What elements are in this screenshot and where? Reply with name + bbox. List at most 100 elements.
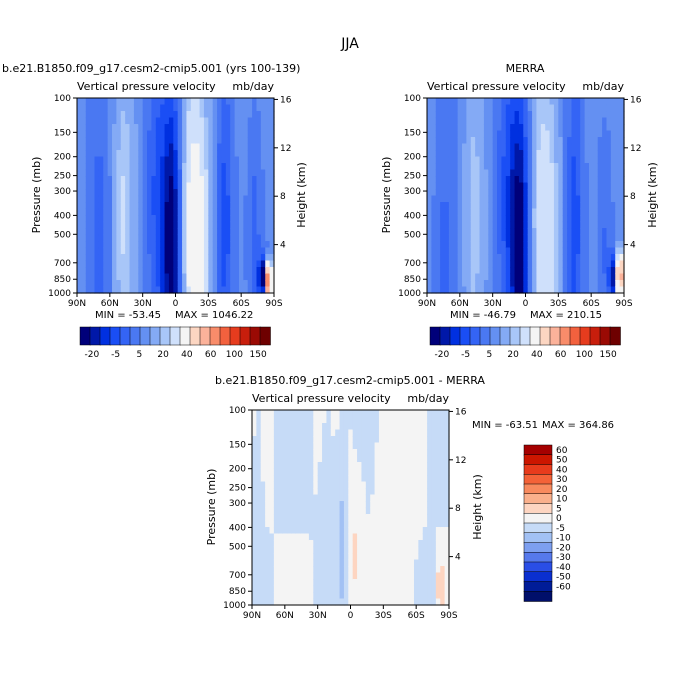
heatmap-cell (98, 280, 104, 288)
heatmap-cell (510, 215, 516, 223)
heatmap-cell (168, 150, 174, 158)
heatmap-cell (435, 546, 441, 554)
heatmap-cell (492, 241, 498, 249)
heatmap-cell (558, 195, 564, 203)
heatmap-cell (147, 111, 153, 119)
heatmap-cell (352, 455, 358, 463)
heatmap-cell (291, 475, 297, 483)
heatmap-cell (304, 598, 310, 606)
heatmap-cell (453, 273, 459, 281)
heatmap-cell (501, 176, 507, 184)
heatmap-cell (488, 273, 494, 281)
heatmap-cell (304, 494, 310, 502)
heatmap-cell (571, 111, 577, 119)
panel-diff-units: mb/day (407, 392, 449, 405)
heatmap-cell (195, 163, 201, 171)
heatmap-cell (466, 260, 472, 268)
heatmap-cell (427, 176, 432, 184)
heatmap-cell (523, 195, 529, 203)
heatmap-cell (260, 130, 266, 138)
heatmap-cell (593, 247, 599, 255)
heatmap-cell (588, 247, 594, 255)
heatmap-cell (549, 98, 555, 106)
heatmap-cell (475, 143, 481, 151)
panel-merra-colorbar: -20 -5 5 20 40 60 100 150 (429, 326, 621, 360)
heatmap-cell (77, 143, 82, 151)
heatmap-cell (532, 228, 538, 236)
lat-tick-label: 0 (523, 299, 529, 309)
heatmap-cell (265, 475, 271, 483)
heatmap-cell (195, 195, 201, 203)
heatmap-cell (457, 286, 463, 294)
heatmap-cell (453, 176, 459, 184)
heatmap-cell (457, 130, 463, 138)
heatmap-cell (225, 280, 231, 288)
heatmap-cell (409, 572, 415, 580)
heatmap-cell (523, 156, 529, 164)
heatmap-cell (444, 176, 450, 184)
heatmap-cell (265, 267, 271, 275)
heatmap-cell (247, 215, 253, 223)
heatmap-cell (81, 241, 87, 249)
heatmap-cell (269, 481, 275, 489)
heatmap-cell (252, 598, 257, 606)
heatmap-cell (567, 111, 573, 119)
heatmap-cell (545, 150, 551, 158)
heatmap-cell (427, 273, 432, 281)
heatmap-cell (448, 254, 454, 262)
heatmap-cell (182, 156, 188, 164)
heatmap-cell (142, 280, 148, 288)
heatmap-cell (405, 410, 411, 418)
heatmap-cell (352, 514, 358, 522)
heatmap-cell (483, 254, 489, 262)
heatmap-cell (448, 169, 454, 177)
heatmap-cell (575, 247, 581, 255)
heatmap-cell (378, 468, 384, 476)
heatmap-cell (365, 442, 371, 450)
heatmap-cell (602, 111, 608, 119)
heatmap-cell (256, 585, 262, 593)
heatmap-cell (208, 215, 214, 223)
heatmap-cell (593, 202, 599, 210)
heatmap-cell (190, 208, 196, 216)
colorbar-swatch (523, 513, 553, 524)
heatmap-cell (352, 410, 358, 418)
heatmap-cell (527, 189, 533, 197)
heatmap-cell (107, 247, 113, 255)
heatmap-cell (357, 585, 363, 593)
heatmap-cell (112, 260, 117, 268)
heatmap-cell (602, 150, 608, 158)
heatmap-cell (584, 273, 590, 281)
heatmap-cell (322, 533, 328, 541)
heatmap-cell (313, 520, 319, 528)
heatmap-cell (505, 215, 511, 223)
heatmap-cell (357, 507, 363, 515)
heatmap-cell (282, 449, 288, 457)
heatmap-cell (155, 202, 161, 210)
heatmap-cell (81, 280, 87, 288)
heatmap-cell (300, 533, 306, 541)
heatmap-cell (335, 546, 341, 554)
heatmap-cell (584, 234, 590, 242)
heatmap-cell (335, 501, 341, 509)
height-tick-label: 16 (455, 407, 467, 417)
heatmap-cell (387, 455, 393, 463)
heatmap-cell (492, 156, 498, 164)
heatmap-cell (278, 481, 284, 489)
heatmap-cell (133, 124, 139, 132)
heatmap-cell (409, 475, 415, 483)
heatmap-cell (588, 189, 594, 197)
heatmap-cell (212, 98, 218, 106)
lat-tick-label: 90N (418, 299, 436, 309)
heatmap-cell (77, 117, 82, 125)
heatmap-cell (238, 208, 244, 216)
heatmap-cell (378, 423, 384, 431)
heatmap-cell (409, 533, 415, 541)
heatmap-cell (238, 247, 244, 255)
heatmap-cell (252, 169, 258, 177)
heatmap-cell (475, 273, 481, 281)
heatmap-cell (497, 150, 503, 158)
heatmap-cell (217, 286, 223, 294)
heatmap-cell (343, 468, 349, 476)
heatmap-cell (567, 163, 573, 171)
